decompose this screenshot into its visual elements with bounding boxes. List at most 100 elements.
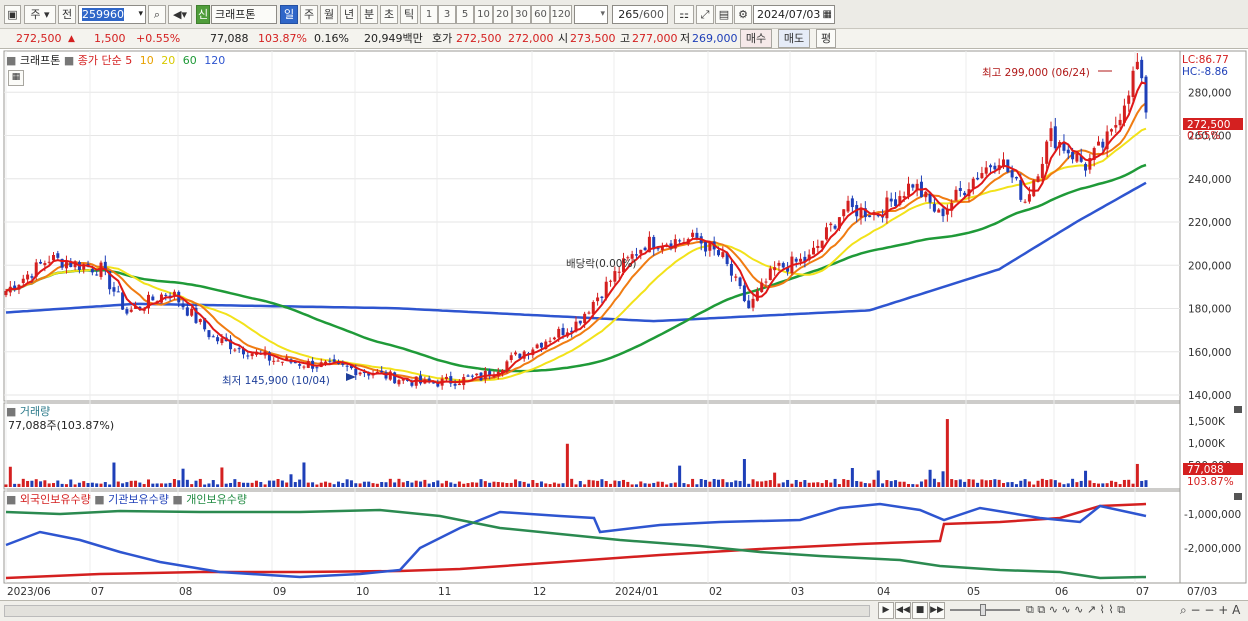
chevron-down-icon[interactable]: ▾: [138, 9, 143, 19]
stock-code-input[interactable]: 259960 ▾: [78, 5, 146, 24]
volume-bar: [354, 483, 358, 487]
ma-label[interactable]: 종가 단순: [77, 54, 122, 67]
tab-week[interactable]: 주: [300, 5, 318, 24]
x-tick-label: 06: [1055, 586, 1069, 598]
date-input[interactable]: 2024/07/03 ▦: [753, 5, 835, 24]
volume-legend: ■ 거래량: [6, 405, 50, 419]
x-tick-label: 07: [1136, 586, 1149, 598]
zoom-icon[interactable]: ⌕ − − + A: [1180, 603, 1241, 617]
candle-body: [185, 307, 189, 316]
volume-bar: [764, 480, 768, 487]
market-button[interactable]: 전: [58, 5, 76, 24]
volume-bar: [656, 481, 660, 487]
calendar-icon[interactable]: ▦: [822, 9, 832, 20]
chevron-down-icon[interactable]: ▾: [600, 9, 605, 19]
window-icon[interactable]: ▣: [4, 5, 21, 24]
interval-30[interactable]: 30: [512, 5, 531, 24]
candle-body: [332, 359, 336, 362]
volume-bar: [207, 483, 211, 487]
candle-body: [90, 268, 94, 273]
y-axis-ticks: 280,000 260,000 240,000 220,000 200,000 180,0…: [1184, 87, 1241, 555]
interval-120[interactable]: 120: [550, 5, 572, 24]
hoga-label: 호가: [432, 32, 453, 45]
tab-minute[interactable]: 분: [360, 5, 378, 24]
candle-body: [164, 294, 168, 296]
volume-bar: [1122, 479, 1126, 487]
stop-icon[interactable]: ■: [912, 602, 928, 619]
candle-body: [518, 353, 522, 359]
zoom-slider-thumb[interactable]: [980, 604, 986, 616]
candle-body: [172, 291, 176, 296]
save-icon[interactable]: ▤: [715, 5, 733, 24]
candle-body: [561, 327, 565, 336]
candle-body: [13, 285, 17, 291]
volume-bar: [803, 480, 807, 487]
holding-legend: ■ 외국인보유수량 ■ 기관보유수량 ■ 개인보유수량: [6, 493, 247, 507]
sell-button[interactable]: 매도: [778, 29, 810, 48]
foreign-holding-label[interactable]: 외국인보유수량: [19, 493, 91, 506]
interval-20[interactable]: 20: [493, 5, 512, 24]
volume-bar: [250, 482, 254, 487]
stock-name-field[interactable]: 크래프톤: [211, 5, 277, 24]
volume-bar: [760, 481, 764, 487]
interval-1[interactable]: 1: [420, 5, 438, 24]
drawing-tools-icon[interactable]: ⧉ ⧉ ∿ ∿ ∿ ↗ ⌇ ⌇ ⧉: [1026, 603, 1126, 616]
tab-day[interactable]: 일: [280, 5, 298, 24]
calculator-icon[interactable]: ▦: [8, 70, 24, 86]
candle-body: [125, 309, 129, 314]
candle-body: [194, 307, 198, 323]
candle-body: [950, 202, 954, 211]
tab-year[interactable]: 년: [340, 5, 358, 24]
volume-bar: [1032, 484, 1036, 487]
search-icon[interactable]: ⌕: [148, 5, 166, 24]
ma60-path: [5, 163, 1147, 373]
candle-body: [432, 382, 435, 384]
volume-bar: [527, 483, 530, 487]
gear-icon[interactable]: ⚙: [734, 5, 752, 24]
price-panel-title[interactable]: 크래프톤: [19, 54, 61, 67]
horizontal-scrollbar[interactable]: [4, 605, 870, 617]
volume-panel-title[interactable]: 거래량: [19, 405, 51, 418]
tab-second[interactable]: 초: [380, 5, 398, 24]
custom-interval-input[interactable]: ▾: [574, 5, 608, 24]
holding-lines: [5, 502, 1147, 580]
candle-body: [898, 196, 902, 205]
play-icon[interactable]: ▶: [878, 602, 894, 619]
data-count-field[interactable]: 265/600: [612, 5, 668, 24]
volume-bar: [989, 480, 993, 487]
interval-60[interactable]: 60: [531, 5, 550, 24]
volume-bar: [587, 479, 591, 487]
tab-month[interactable]: 월: [320, 5, 338, 24]
individual-holding-label[interactable]: 개인보유수량: [186, 493, 248, 506]
candle-body: [980, 173, 984, 178]
institution-holding-label[interactable]: 기관보유수량: [108, 493, 169, 506]
chart-type-icon[interactable]: ⚏: [674, 5, 694, 24]
volume-bar: [678, 465, 682, 487]
interval-3[interactable]: 3: [438, 5, 456, 24]
volume-bar: [134, 480, 138, 487]
eval-button[interactable]: 평: [816, 29, 836, 48]
candle-body: [915, 183, 919, 191]
candle-body: [43, 263, 47, 266]
volume-bar: [919, 481, 923, 487]
candle-body: [56, 253, 60, 258]
buy-button[interactable]: 매수: [740, 29, 772, 48]
volume-bar: [704, 479, 708, 487]
candle-body: [945, 208, 949, 215]
volume-bar: [1092, 483, 1096, 487]
rewind-icon[interactable]: ◀◀: [895, 602, 911, 619]
stock-chart[interactable]: 280,000 260,000 240,000 220,000 200,000 180,0…: [0, 49, 1248, 600]
interval-10[interactable]: 10: [474, 5, 493, 24]
compare-icon[interactable]: ⤢: [696, 5, 714, 24]
candle-body: [548, 340, 552, 342]
type-select[interactable]: 주 ▾: [24, 5, 56, 24]
volume-bar: [1062, 484, 1066, 487]
volume-bar: [898, 481, 902, 487]
tab-tick[interactable]: 틱: [400, 5, 418, 24]
sound-icon[interactable]: ◀▾: [168, 5, 192, 24]
volume-bar: [151, 483, 155, 487]
interval-5[interactable]: 5: [456, 5, 474, 24]
volume-bar: [777, 483, 781, 487]
fast-forward-icon[interactable]: ▶▶: [929, 602, 945, 619]
ma5-path: [5, 81, 1147, 385]
